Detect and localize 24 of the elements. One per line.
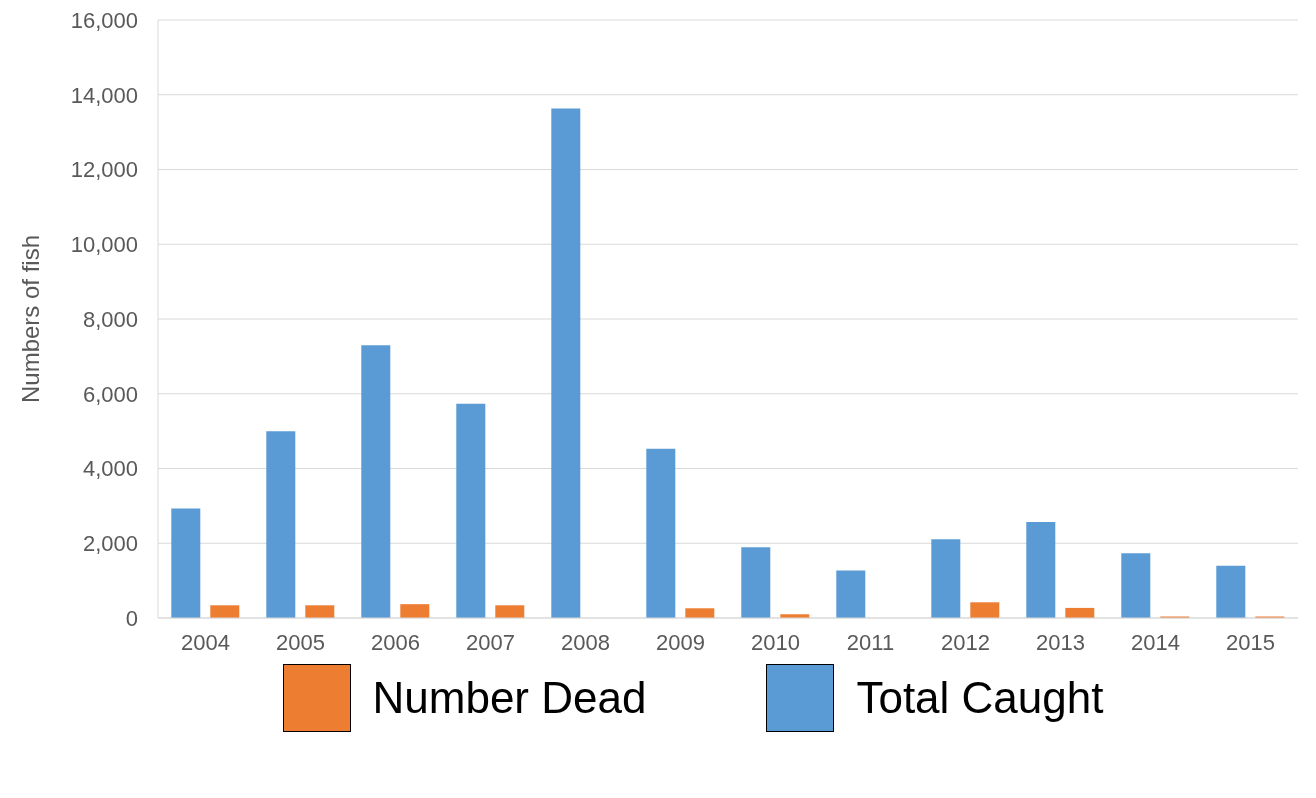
- x-tick-label: 2008: [561, 629, 610, 655]
- x-tick-label: 2013: [1036, 629, 1085, 655]
- y-tick-label: 8,000: [82, 306, 138, 332]
- y-tick-label: 10,000: [70, 232, 138, 258]
- legend-label: Total Caught: [856, 673, 1104, 723]
- x-tick-label: 2007: [466, 629, 515, 655]
- y-tick-label: 6,000: [82, 381, 138, 407]
- x-tick-label: 2006: [371, 629, 420, 655]
- x-tick-label: 2004: [181, 629, 230, 655]
- y-tick-label: 2,000: [82, 531, 138, 557]
- x-tick-label: 2010: [751, 629, 800, 655]
- y-tick-label: 12,000: [70, 157, 138, 183]
- y-tick-label: 4,000: [82, 456, 138, 482]
- y-tick-label: 14,000: [70, 82, 138, 108]
- x-tick-label: 2011: [846, 629, 895, 655]
- x-tick-label: 2009: [656, 629, 705, 655]
- x-tick-label: 2012: [941, 629, 990, 655]
- x-tick-label: 2015: [1226, 629, 1275, 655]
- x-tick-label: 2005: [276, 629, 325, 655]
- y-tick-label: 16,000: [70, 7, 138, 33]
- legend-label: Number Dead: [372, 673, 647, 723]
- y-axis-title: Numbers of fish: [16, 234, 44, 404]
- y-tick-label: 0: [125, 605, 138, 631]
- x-tick-label: 2014: [1131, 629, 1180, 655]
